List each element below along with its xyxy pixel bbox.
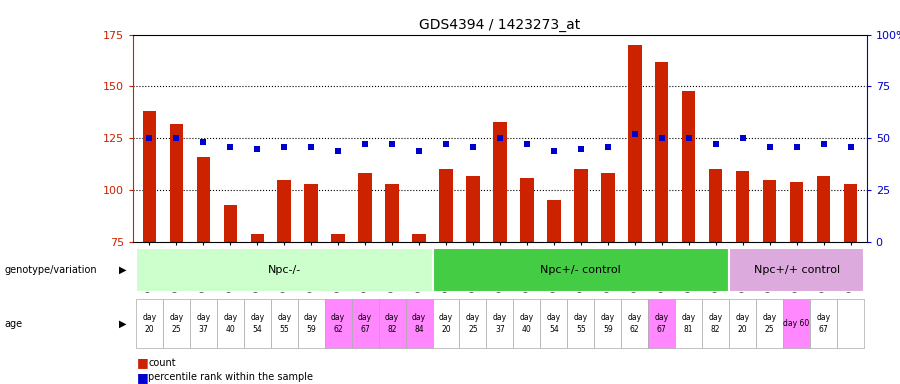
Bar [460, 299, 487, 348]
Text: ■: ■ [137, 371, 148, 384]
Text: day
25: day 25 [762, 313, 777, 334]
Bar [702, 299, 729, 348]
Text: Npc+/+ control: Npc+/+ control [753, 265, 840, 275]
Text: Npc-/-: Npc-/- [267, 265, 301, 275]
Bar [304, 184, 318, 242]
Bar [540, 299, 567, 348]
Bar [358, 174, 372, 242]
Bar [709, 169, 723, 242]
Bar [223, 205, 237, 242]
Bar [250, 233, 264, 242]
Bar [412, 233, 426, 242]
Bar [190, 299, 217, 348]
Text: age: age [4, 318, 22, 329]
Bar [621, 299, 648, 348]
Bar [790, 182, 804, 242]
Text: day
67: day 67 [816, 313, 831, 334]
Text: day
20: day 20 [735, 313, 750, 334]
Text: day
82: day 82 [708, 313, 723, 334]
Text: percentile rank within the sample: percentile rank within the sample [148, 372, 313, 382]
Bar [277, 180, 291, 242]
Bar [385, 184, 399, 242]
Text: ▶: ▶ [119, 265, 126, 275]
Bar [675, 299, 702, 348]
Bar [169, 124, 183, 242]
Text: day
81: day 81 [681, 313, 696, 334]
Bar [244, 299, 271, 348]
Bar [466, 175, 480, 242]
Bar [655, 61, 669, 242]
Text: day
25: day 25 [466, 313, 480, 334]
Bar [136, 248, 433, 292]
Text: day
84: day 84 [412, 313, 426, 334]
Bar [567, 299, 594, 348]
Text: day
62: day 62 [331, 313, 346, 334]
Bar [628, 45, 642, 242]
Bar [136, 299, 163, 348]
Bar [439, 169, 453, 242]
Bar [271, 299, 298, 348]
Text: ▶: ▶ [119, 318, 126, 329]
Text: day
25: day 25 [169, 313, 184, 334]
Bar [729, 248, 864, 292]
Bar [433, 299, 460, 348]
Bar [163, 299, 190, 348]
Bar [547, 200, 561, 242]
Text: day
20: day 20 [439, 313, 453, 334]
Text: ■: ■ [137, 356, 148, 369]
Bar [325, 299, 352, 348]
Bar [352, 299, 379, 348]
Bar [196, 157, 210, 242]
Bar [487, 299, 513, 348]
Text: day
59: day 59 [601, 313, 615, 334]
Bar [763, 180, 777, 242]
Bar [837, 299, 864, 348]
Text: day
59: day 59 [304, 313, 319, 334]
Bar [682, 91, 696, 242]
Bar [729, 299, 756, 348]
Bar [513, 299, 540, 348]
Text: day
67: day 67 [358, 313, 373, 334]
Text: day
67: day 67 [654, 313, 669, 334]
Bar [142, 111, 156, 242]
Bar [574, 169, 588, 242]
Text: day
40: day 40 [223, 313, 238, 334]
Title: GDS4394 / 1423273_at: GDS4394 / 1423273_at [419, 18, 580, 32]
Text: day
62: day 62 [627, 313, 642, 334]
Text: day
40: day 40 [520, 313, 534, 334]
Bar [406, 299, 433, 348]
Text: day
54: day 54 [250, 313, 265, 334]
Text: day
55: day 55 [277, 313, 292, 334]
Bar [736, 171, 750, 242]
Bar [601, 174, 615, 242]
Bar [648, 299, 675, 348]
Bar [433, 248, 729, 292]
Text: Npc+/- control: Npc+/- control [541, 265, 621, 275]
Bar [493, 122, 507, 242]
Bar [783, 299, 810, 348]
Bar [217, 299, 244, 348]
Text: day
20: day 20 [142, 313, 157, 334]
Bar [817, 175, 831, 242]
Text: count: count [148, 358, 176, 368]
Bar [331, 233, 345, 242]
Text: genotype/variation: genotype/variation [4, 265, 97, 275]
Bar [844, 184, 858, 242]
Bar [594, 299, 621, 348]
Text: day
55: day 55 [574, 313, 588, 334]
Bar [810, 299, 837, 348]
Bar [379, 299, 406, 348]
Text: day
82: day 82 [385, 313, 399, 334]
Text: day
37: day 37 [493, 313, 507, 334]
Text: day
37: day 37 [196, 313, 211, 334]
Bar [298, 299, 325, 348]
Text: day
54: day 54 [547, 313, 561, 334]
Bar [756, 299, 783, 348]
Text: day 60: day 60 [784, 319, 810, 328]
Bar [520, 178, 534, 242]
